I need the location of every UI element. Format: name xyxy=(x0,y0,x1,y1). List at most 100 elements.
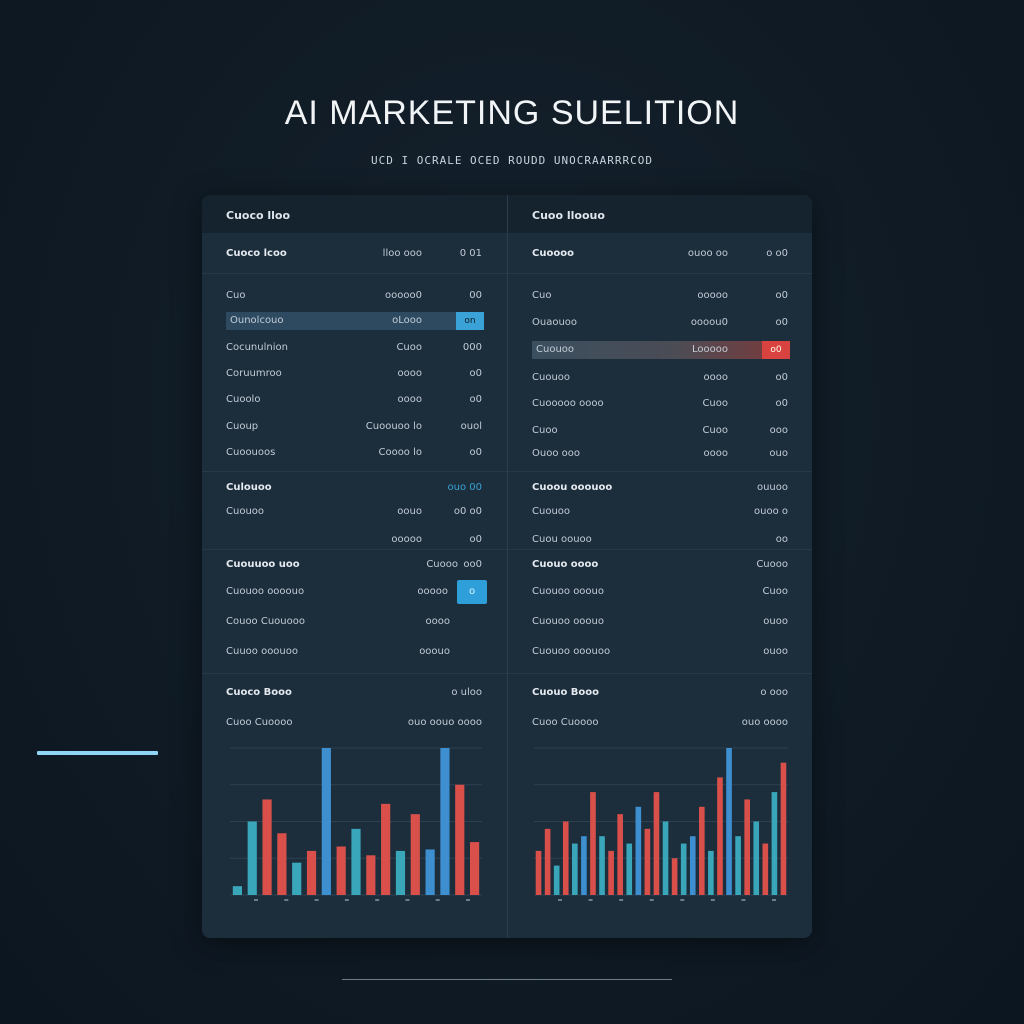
row-value: oooo xyxy=(425,616,450,627)
bar xyxy=(455,784,465,895)
right-section-3[interactable]: Cuouo oooo Cuooo xyxy=(532,556,790,574)
x-tick xyxy=(710,899,715,901)
row-chip[interactable]: o0 xyxy=(762,341,790,359)
right-row[interactable]: Cuou oouoo oo xyxy=(532,531,790,549)
right-row[interactable]: Cuouoo ooouo Cuoo xyxy=(532,583,790,601)
right-row[interactable]: Ouaouoo oooou0 o0 xyxy=(532,314,790,332)
row-small: o0 o0 xyxy=(453,506,482,517)
left-section-2[interactable]: Culouoo ouo 00 xyxy=(226,479,484,497)
bar xyxy=(599,836,605,895)
row-value: Looooo xyxy=(692,344,728,355)
left-row-summary[interactable]: Cuoco lcoo lloo ooo 0 01 xyxy=(226,245,484,263)
left-row[interactable]: Cuoolo oooo o0 xyxy=(226,391,484,409)
row-label: Cuouoo xyxy=(532,506,571,517)
row-chip[interactable]: on xyxy=(456,312,484,330)
right-chart-header: Cuouo Booo o ooo xyxy=(532,684,790,702)
page-subtitle: UCD I OCRALE OCED ROUDD UNOCRAARRRCOD xyxy=(370,154,654,167)
section-label: Cuouo oooo xyxy=(532,559,599,570)
left-row[interactable]: Cuoouoos Coooo lo o0 xyxy=(226,444,484,462)
left-chart-legend: Cuoo Cuoooo ouo oouo oooo xyxy=(226,714,484,732)
left-row-selected[interactable]: Ounolcouo oLooo on xyxy=(226,312,484,330)
bar xyxy=(306,850,317,895)
row-value: ooooo xyxy=(417,586,448,597)
row-label: Cuou oouoo xyxy=(532,534,592,545)
row-label: Cuo xyxy=(226,290,246,301)
x-tick xyxy=(375,899,380,901)
left-column: Cuoco lloo Cuoco lcoo lloo ooo 0 01 Cuo … xyxy=(202,195,507,938)
row-small: 0 01 xyxy=(459,248,482,259)
x-tick xyxy=(314,899,319,901)
chart-value: o uloo xyxy=(451,687,482,698)
right-section-2[interactable]: Cuoou ooouoo ouuoo xyxy=(532,479,790,497)
x-tick xyxy=(405,899,410,901)
right-row[interactable]: Cuoo Cuoo ooo xyxy=(532,422,790,440)
row-small: o0 xyxy=(469,368,482,379)
bar xyxy=(653,792,660,895)
right-row[interactable]: Cuo ooooo o0 xyxy=(532,287,790,305)
row-small: 000 xyxy=(462,342,482,353)
right-row[interactable]: Cuouoo ouoo o xyxy=(532,503,790,521)
x-tick xyxy=(588,899,593,901)
left-bar-chart xyxy=(230,747,482,901)
right-row-selected[interactable]: Cuouoo Looooo o0 xyxy=(532,341,790,359)
row-small: ouoo xyxy=(763,646,788,657)
row-small: o0 xyxy=(469,447,482,458)
left-row[interactable]: Cuouoo oooouo ooooo xyxy=(226,583,484,601)
left-row[interactable]: Cuuoo ooouoo ooouo xyxy=(226,643,484,661)
bar xyxy=(590,792,596,895)
x-tick xyxy=(435,899,440,901)
row-small: ouoo xyxy=(763,616,788,627)
right-row[interactable]: Cuouoo ooouo ouoo xyxy=(532,613,790,631)
left-row[interactable]: Cocunulnion Cuoo 000 xyxy=(226,339,484,357)
bar xyxy=(626,843,633,895)
action-button[interactable]: o xyxy=(457,580,487,604)
x-tick xyxy=(466,899,470,901)
row-small: ouo xyxy=(769,448,788,459)
row-small: Cuoo xyxy=(762,586,788,597)
divider xyxy=(202,549,507,550)
left-row[interactable]: Cuoup Cuoouoo lo ouol xyxy=(226,418,484,436)
left-row[interactable]: Coruumroo oooo o0 xyxy=(226,365,484,383)
row-label: Cocunulnion xyxy=(226,342,288,353)
bottom-divider xyxy=(342,979,672,980)
bar xyxy=(699,806,705,895)
x-tick xyxy=(680,899,685,901)
bar xyxy=(644,828,651,895)
right-row-summary[interactable]: Cuoooo ouoo oo o o0 xyxy=(532,245,790,263)
left-row[interactable]: Cuouoo oouo o0 o0 xyxy=(226,503,484,521)
bar xyxy=(708,850,714,895)
bar xyxy=(321,748,331,895)
legend-value: ouo oouo oooo xyxy=(407,717,482,728)
row-small: 00 xyxy=(469,290,482,301)
bar xyxy=(544,828,551,895)
left-row[interactable]: Couoo Cuouooo oooo xyxy=(226,613,484,631)
x-tick xyxy=(284,899,289,901)
divider xyxy=(202,673,507,674)
row-value: Cuoo xyxy=(702,398,728,409)
row-value: ooooo xyxy=(391,534,422,545)
row-label: Cuouoo xyxy=(532,372,571,383)
right-row[interactable]: Cuooooo oooo Cuoo o0 xyxy=(532,395,790,413)
row-label: Cuo xyxy=(532,290,552,301)
bar xyxy=(671,858,678,895)
left-row[interactable]: ooooo o0 xyxy=(226,531,484,549)
x-tick xyxy=(344,899,349,901)
bar xyxy=(440,748,450,895)
row-small: ouol xyxy=(460,421,482,432)
row-label: Cuouoo ooouo xyxy=(532,586,605,597)
right-row[interactable]: Ouoo ooo oooo ouo xyxy=(532,445,790,463)
row-label: Cuoup xyxy=(226,421,259,432)
bar xyxy=(680,843,687,895)
legend-value: ouo oooo xyxy=(741,717,788,728)
section-small: Cuooo xyxy=(756,559,788,570)
left-row[interactable]: Cuo ooooo0 00 xyxy=(226,287,484,305)
row-value: Cuoouoo lo xyxy=(365,421,422,432)
right-row[interactable]: Cuouoo ooouoo ouoo xyxy=(532,643,790,661)
left-header-label: Cuoco lloo xyxy=(226,209,291,222)
left-section-3[interactable]: Cuouuoo uoo Cuooo oo0 xyxy=(226,556,484,574)
right-row[interactable]: Cuouoo oooo o0 xyxy=(532,369,790,387)
bar xyxy=(469,842,480,895)
divider xyxy=(508,471,812,472)
bar xyxy=(689,836,696,895)
bar xyxy=(425,849,435,895)
